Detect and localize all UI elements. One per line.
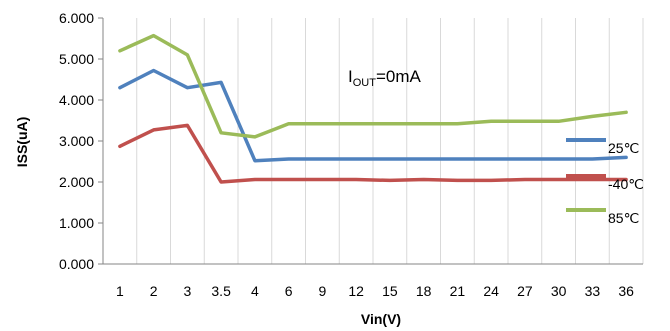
series-lines bbox=[118, 33, 628, 184]
x-tick-label: 18 bbox=[416, 283, 432, 299]
x-tick-label: 6 bbox=[285, 283, 293, 299]
annotation-main: I bbox=[348, 67, 353, 86]
x-tick-label: 27 bbox=[517, 283, 533, 299]
x-tick-label: 3 bbox=[183, 283, 191, 299]
x-tick-label: 21 bbox=[450, 283, 466, 299]
series-line bbox=[118, 33, 628, 139]
y-tick-label: 0.000 bbox=[59, 256, 94, 272]
grid-lines bbox=[102, 18, 644, 264]
legend-label: 85℃ bbox=[608, 210, 639, 226]
x-tick-label: 33 bbox=[585, 283, 601, 299]
series-line bbox=[118, 123, 628, 184]
annotation-rest: =0mA bbox=[376, 67, 422, 86]
x-axis-title: Vin(V) bbox=[361, 311, 401, 327]
y-tick-label: 6.000 bbox=[59, 10, 94, 26]
y-tick-label: 2.000 bbox=[59, 174, 94, 190]
x-tick-label: 24 bbox=[483, 283, 499, 299]
x-tick-label: 12 bbox=[348, 283, 364, 299]
annotation-subscript: OUT bbox=[353, 77, 377, 89]
x-tick-label: 30 bbox=[551, 283, 567, 299]
y-tick-label: 3.000 bbox=[59, 133, 94, 149]
x-tick-label: 1 bbox=[116, 283, 124, 299]
y-tick-labels: 0.000 1.000 2.000 3.000 4.000 5.000 6.000 bbox=[59, 10, 94, 272]
x-tick-label: 4 bbox=[251, 283, 259, 299]
axes bbox=[98, 17, 643, 265]
y-tick-label: 5.000 bbox=[59, 51, 94, 67]
y-tick-label: 1.000 bbox=[59, 215, 94, 231]
legend-label: 25℃ bbox=[608, 140, 639, 156]
y-axis-title: ISS(uA) bbox=[14, 117, 30, 168]
legend-label: -40℃ bbox=[608, 176, 644, 192]
series-line bbox=[118, 68, 628, 163]
x-tick-label: 15 bbox=[382, 283, 398, 299]
x-tick-label: 9 bbox=[318, 283, 326, 299]
legend: 25℃ -40℃ 85℃ bbox=[566, 138, 644, 226]
x-tick-label: 3.5 bbox=[211, 283, 231, 299]
y-tick-label: 4.000 bbox=[59, 92, 94, 108]
x-tick-label: 36 bbox=[618, 283, 634, 299]
condition-annotation: IOUT=0mA bbox=[348, 67, 422, 89]
x-tick-label: 2 bbox=[150, 283, 158, 299]
x-tick-labels: 1 2 3 3.5 4 6 9 12 15 18 21 24 27 30 33 36 bbox=[116, 283, 634, 299]
